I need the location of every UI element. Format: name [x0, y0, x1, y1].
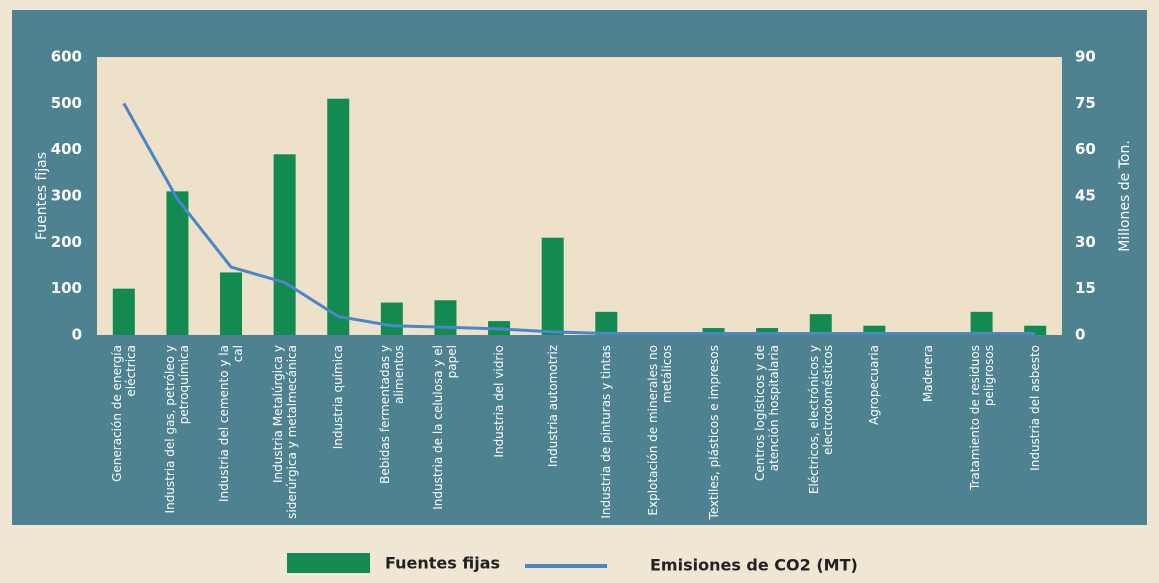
y2-axis-title: Millones de Ton.	[1117, 140, 1133, 252]
legend-swatch	[287, 553, 370, 573]
x-tick-label: Bebidas fermentadas y alimentos	[377, 345, 406, 484]
y2-tick-label: 45	[1075, 187, 1096, 205]
x-tick-label: Industria del cemento y la cal	[217, 345, 246, 503]
bar	[1024, 325, 1047, 335]
x-tick-label: Industria automotriz	[545, 345, 560, 468]
bar	[702, 328, 725, 335]
bar	[756, 328, 779, 335]
y-tick-label: 100	[51, 279, 82, 297]
bar	[809, 314, 832, 335]
y-tick-label: 0	[72, 326, 82, 344]
line	[122, 102, 1036, 335]
bar	[970, 311, 993, 335]
y2-tick-label: 15	[1075, 279, 1096, 297]
bar	[327, 98, 350, 335]
x-tick-label: Maderera	[920, 345, 935, 403]
legend-label: Fuentes fijas	[385, 554, 500, 573]
x-tick-label: Industria del gas, petróleo y petroquími…	[163, 345, 192, 514]
x-tick-label: Industria Metalúrgica y siderúrgica y me…	[270, 345, 299, 519]
y-tick-label: 500	[51, 94, 82, 112]
x-tick-label: Industria de pinturas y tintas	[599, 345, 614, 519]
y-tick-label: 600	[51, 48, 82, 66]
x-tick-label: Industria de la celulosa y el papel	[431, 345, 460, 510]
bar	[541, 237, 564, 335]
x-tick-label: Explotación de minerales no metálicos	[645, 345, 674, 516]
x-tick-label: Industria del vidrio	[492, 345, 507, 458]
x-tick-label: Textiles, plásticos e impresos	[706, 345, 721, 520]
x-tick-label: Generación de energía eléctrica	[109, 345, 138, 482]
bar	[434, 300, 457, 335]
legend-label: Emisiones de CO2 (MT)	[650, 556, 858, 575]
bar	[380, 302, 403, 335]
y-axis-title: Fuentes fijas	[34, 152, 50, 240]
plot-area	[97, 57, 1062, 335]
x-tick-label: Industria del asbesto	[1028, 345, 1043, 471]
y2-tick-label: 30	[1075, 233, 1096, 251]
bar	[220, 272, 243, 335]
x-tick-label: Eléctricos, electrónicos y electrodomést…	[806, 345, 835, 495]
x-tick-label: Agropecuaria	[867, 345, 882, 426]
bar	[273, 154, 296, 335]
y2-tick-label: 75	[1075, 94, 1096, 112]
y2-tick-label: 0	[1075, 326, 1085, 344]
x-tick-label: Tratamiento de residuos peligrosos	[967, 345, 996, 491]
x-tick-label: Industria química	[331, 345, 346, 450]
x-tick-label: Centros logísticos y de atención hospita…	[753, 345, 782, 481]
y2-tick-label: 90	[1075, 48, 1096, 66]
bar	[863, 325, 886, 335]
bar	[595, 311, 618, 335]
bar	[112, 288, 135, 335]
y-tick-label: 400	[51, 140, 82, 158]
y-tick-label: 300	[51, 187, 82, 205]
bar	[166, 191, 189, 335]
y-tick-label: 200	[51, 233, 82, 251]
y2-tick-label: 60	[1075, 140, 1096, 158]
